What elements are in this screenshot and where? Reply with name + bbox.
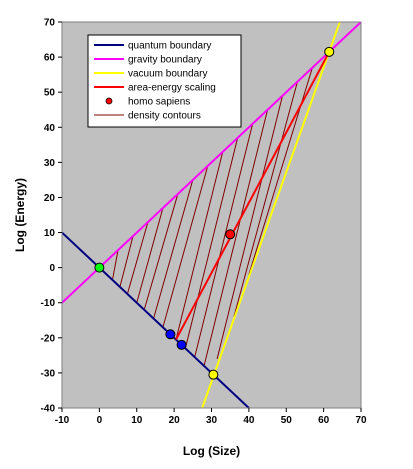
legend-label-quantum-boundary: quantum boundary bbox=[128, 41, 211, 52]
legend-label-area-energy-scaling: area-energy scaling bbox=[128, 83, 216, 94]
x-tick-label: 60 bbox=[318, 415, 330, 426]
y-tick-label: 50 bbox=[44, 88, 56, 99]
vacuum-boundary-line bbox=[201, 22, 341, 408]
legend-label-gravity-boundary: gravity boundary bbox=[128, 55, 202, 66]
y-tick-label: 20 bbox=[44, 193, 56, 204]
x-tick-label: 20 bbox=[169, 415, 181, 426]
gravity-boundary-line bbox=[62, 22, 361, 304]
y-tick-label: 30 bbox=[44, 158, 56, 169]
y-tick-label: -20 bbox=[41, 333, 56, 344]
x-tick-label: 0 bbox=[97, 415, 103, 426]
density-contour-11 bbox=[203, 109, 269, 367]
x-tick-label: 70 bbox=[355, 415, 367, 426]
x-tick-label: 50 bbox=[281, 415, 293, 426]
density-contour-9 bbox=[184, 137, 239, 349]
density-contour-3 bbox=[126, 221, 149, 295]
x-axis-title: Log (Size) bbox=[183, 444, 240, 458]
y-tick-label: 60 bbox=[44, 53, 56, 64]
y-tick-label: -10 bbox=[41, 298, 56, 309]
y-tick-label: -40 bbox=[41, 404, 56, 415]
x-tick-label: -10 bbox=[55, 415, 70, 426]
density-contour-13 bbox=[233, 81, 298, 317]
quantum-boundary-line bbox=[62, 231, 251, 408]
density-contours bbox=[111, 67, 313, 367]
axis-ticks: -10 0 10 20 30 40 50 60 70 -40 -30 -20 -10 0 10 20 30 40 5… bbox=[41, 18, 367, 427]
y-tick-label: -30 bbox=[41, 368, 56, 379]
density-contour-7 bbox=[162, 165, 209, 328]
density-contour-1 bbox=[111, 249, 119, 281]
density-contour-5 bbox=[143, 193, 179, 310]
marker-point-2 bbox=[165, 329, 176, 340]
marker-point-6 bbox=[324, 46, 335, 57]
marker-point-1 bbox=[94, 262, 105, 273]
density-contour-12 bbox=[216, 95, 283, 359]
x-tick-label: 30 bbox=[206, 415, 218, 426]
density-contour-2 bbox=[119, 235, 134, 288]
density-contour-10 bbox=[194, 123, 254, 358]
y-tick-label: 40 bbox=[44, 123, 56, 134]
density-contour-8 bbox=[175, 151, 224, 340]
legend-swatch-homo-sapiens bbox=[105, 97, 113, 105]
y-axis-title: Log (Energy) bbox=[13, 178, 27, 252]
legend-label-density-contours: density contours bbox=[128, 111, 201, 122]
density-contour-4 bbox=[136, 207, 164, 303]
boundary-lines bbox=[62, 22, 361, 408]
legend: quantum boundary gravity boundary vacuum b… bbox=[87, 34, 242, 128]
legend-label-homo-sapiens: homo sapiens bbox=[128, 97, 190, 108]
data-markers bbox=[94, 46, 335, 380]
marker-point-4 bbox=[208, 369, 219, 380]
x-tick-label: 10 bbox=[131, 415, 143, 426]
legend-label-vacuum-boundary: vacuum boundary bbox=[128, 69, 208, 80]
legend-box bbox=[87, 34, 242, 128]
marker-point-3 bbox=[176, 339, 187, 350]
marker-point-5 bbox=[225, 229, 236, 240]
y-tick-label: 10 bbox=[44, 228, 56, 239]
density-contour-6 bbox=[153, 179, 194, 319]
x-tick-label: 40 bbox=[243, 415, 255, 426]
y-tick-label: 0 bbox=[49, 263, 55, 274]
y-tick-label: 70 bbox=[44, 18, 56, 29]
area-energy-scaling-line bbox=[175, 51, 331, 341]
